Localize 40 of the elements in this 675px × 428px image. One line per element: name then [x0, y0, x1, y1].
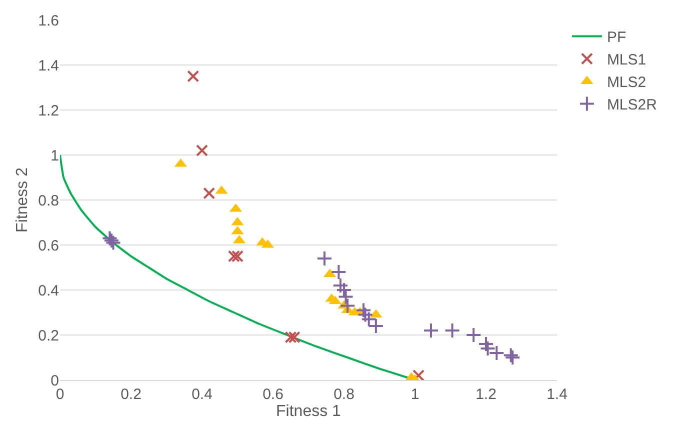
legend-label: MLS2R	[606, 96, 658, 114]
legend-label: PF	[606, 29, 626, 46]
point	[232, 250, 244, 262]
point	[412, 370, 425, 380]
y-axis-title: Fitness 2	[14, 167, 32, 232]
x-tick-label: 1.2	[476, 386, 496, 403]
point	[284, 331, 297, 344]
point	[444, 322, 460, 338]
point	[422, 322, 439, 338]
y-tick-label: 0.4	[38, 282, 59, 300]
point	[203, 187, 216, 200]
y-tick-label: 0.8	[38, 192, 59, 210]
y-tick-label: 1.4	[38, 57, 59, 74]
point	[187, 70, 200, 82]
point	[330, 264, 347, 280]
x-tick-label: 0.4	[192, 386, 212, 403]
point	[466, 327, 482, 343]
legend-label: MLS1	[606, 52, 646, 69]
x-tick-label: 1.4	[546, 386, 568, 403]
point	[316, 250, 332, 266]
point	[340, 298, 356, 314]
y-tick-label: 0.6	[38, 237, 59, 254]
point	[357, 306, 374, 323]
y-tick-label: 1.2	[38, 102, 59, 120]
legend-label: MLS2	[606, 74, 646, 92]
point	[336, 282, 352, 298]
point	[478, 336, 494, 352]
x-tick-label: 0.6	[262, 386, 284, 403]
x-tick-label: 0.2	[120, 386, 142, 403]
y-tick-label: 1	[50, 147, 59, 164]
point	[332, 278, 348, 294]
y-tick-label: 0	[50, 372, 59, 390]
point	[288, 331, 300, 344]
y-tick-label: 1.6	[38, 12, 59, 30]
point	[196, 144, 208, 156]
x-tick-label: 1	[410, 386, 420, 403]
x-tick-label: 0.8	[334, 386, 354, 403]
point	[228, 250, 240, 262]
x-axis-title: Fitness 1	[276, 403, 342, 420]
y-tick-label: 0.2	[38, 327, 59, 344]
